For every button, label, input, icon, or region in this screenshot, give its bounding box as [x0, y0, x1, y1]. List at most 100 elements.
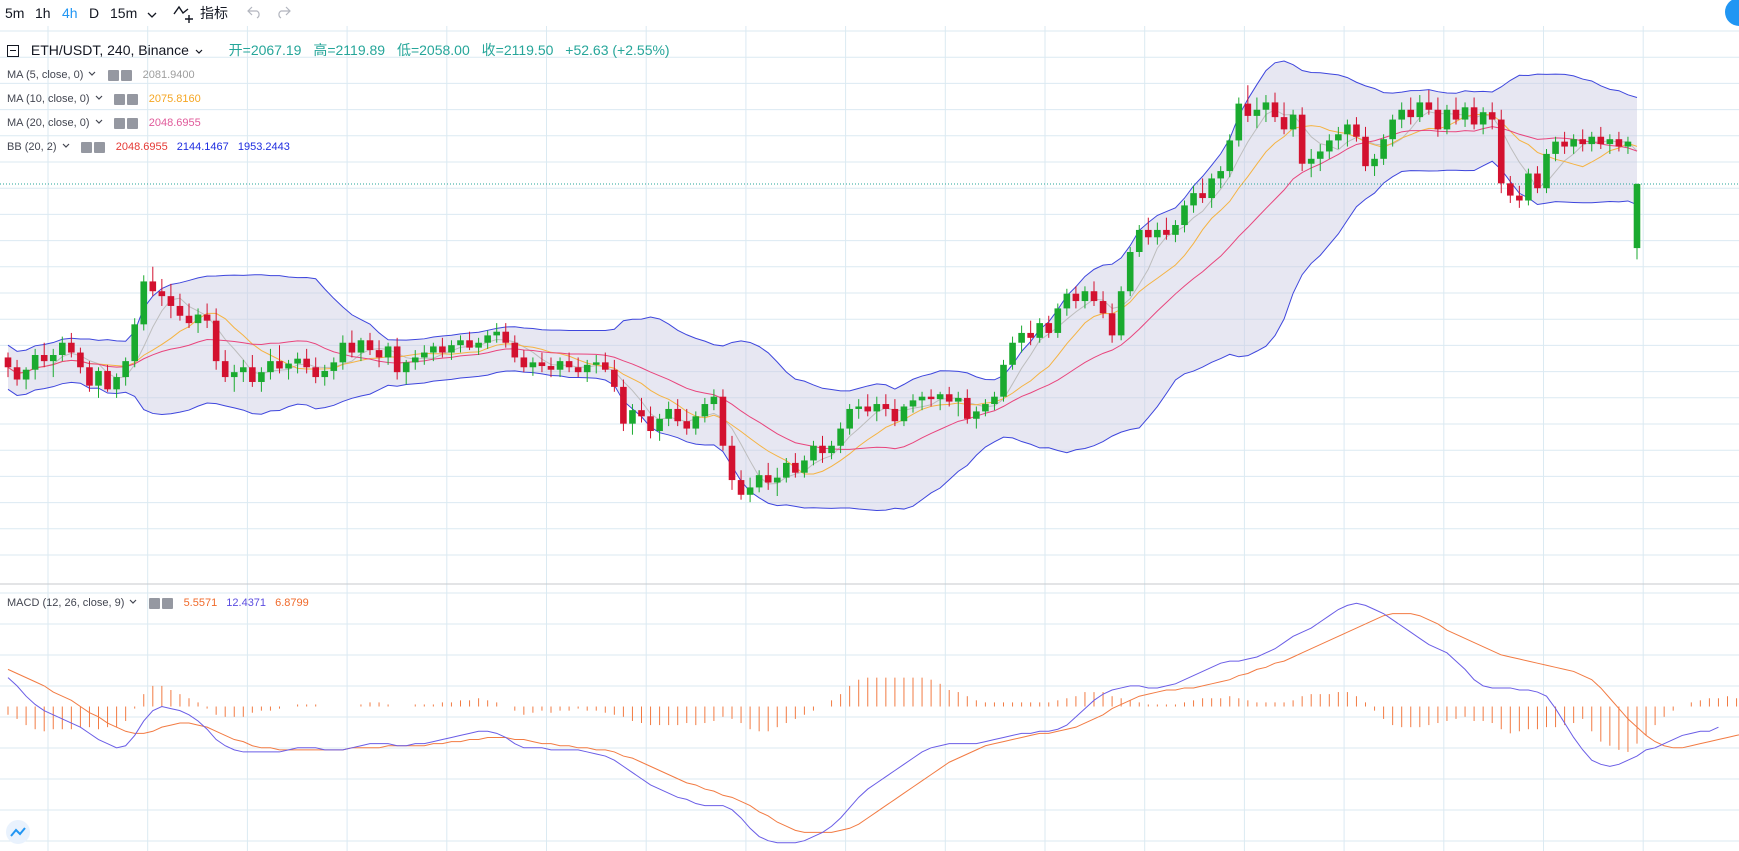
candle-body: [1298, 114, 1306, 164]
candle-body: [683, 421, 691, 429]
candle-body: [692, 416, 700, 429]
candle-body: [1190, 193, 1197, 206]
macd-label[interactable]: MACD (12, 26, close, 9): [7, 597, 125, 609]
candle-body: [728, 445, 736, 481]
settings-icon[interactable]: [80, 141, 92, 153]
chevron-down-icon[interactable]: [62, 140, 70, 154]
candle-body: [321, 370, 329, 378]
candle-body: [710, 396, 718, 405]
candle-body: [22, 369, 30, 380]
candle-body: [828, 445, 835, 454]
settings-icon[interactable]: [148, 597, 160, 609]
candle-body: [556, 361, 564, 370]
candle-body: [140, 281, 148, 325]
candle-body: [1054, 308, 1062, 333]
candle-body: [167, 296, 175, 306]
candle-body: [927, 396, 935, 400]
bb-upper-value: 2144.1467: [176, 141, 229, 153]
candle-body: [1027, 332, 1034, 338]
high-value: 高=2119.89: [313, 42, 386, 58]
ma5-legend: MA (5, close, 0) 2081.9400: [7, 68, 195, 82]
close-icon[interactable]: [93, 141, 105, 153]
collapse-legend-icon[interactable]: [7, 45, 19, 58]
candle-body: [764, 475, 772, 483]
candle-body: [855, 406, 862, 409]
ma20-legend: MA (20, close, 0) 2048.6955: [7, 116, 201, 130]
indicators-button[interactable]: 指标: [200, 5, 228, 21]
candle-body: [484, 335, 491, 343]
chevron-down-icon[interactable]: [95, 92, 103, 106]
candle-body: [1208, 178, 1215, 199]
candle-body: [1552, 141, 1559, 154]
interval-d[interactable]: D: [89, 5, 100, 21]
indicators-icon[interactable]: [173, 3, 195, 28]
candle-body: [1117, 291, 1125, 336]
candle-body: [656, 418, 663, 432]
candle-body: [1226, 140, 1234, 172]
candle-body: [457, 340, 464, 346]
close-icon[interactable]: [120, 69, 132, 81]
candle-body: [285, 363, 292, 369]
candle-body: [267, 361, 274, 373]
symbol-label[interactable]: ETH/USDT, 240, Binance: [30, 42, 189, 58]
tradingview-logo-icon[interactable]: [6, 820, 30, 844]
candle-body: [1579, 139, 1586, 145]
bb-upper-line: [7, 60, 1638, 392]
bb-label[interactable]: BB (20, 2): [7, 141, 57, 153]
interval-4h[interactable]: 4h: [62, 5, 78, 21]
ma10-label[interactable]: MA (10, close, 0): [7, 93, 90, 105]
close-icon[interactable]: [161, 597, 173, 609]
candle-body: [1452, 109, 1460, 120]
chevron-down-icon[interactable]: [129, 596, 137, 610]
macd-histogram: [7, 677, 1738, 752]
macd-signal-value: 6.8799: [275, 597, 309, 609]
candle-body: [40, 355, 48, 362]
candle-body: [1525, 173, 1532, 201]
candle-body: [240, 367, 247, 373]
candle-body: [1000, 364, 1007, 397]
redo-icon[interactable]: [275, 5, 291, 24]
interval-5m[interactable]: 5m: [5, 5, 25, 21]
chevron-down-icon[interactable]: [95, 116, 103, 130]
candle-body: [402, 362, 410, 373]
chevron-down-icon[interactable]: [88, 68, 96, 82]
candle-body: [1425, 102, 1433, 110]
candle-body: [565, 361, 573, 368]
close-icon[interactable]: [126, 93, 138, 105]
candle-body: [583, 364, 591, 373]
ma5-label[interactable]: MA (5, close, 0): [7, 69, 84, 81]
candle-body: [520, 357, 528, 368]
candle-body: [194, 314, 202, 324]
interval-15m[interactable]: 15m: [110, 5, 138, 21]
candle-body: [792, 462, 799, 473]
ma20-label[interactable]: MA (20, close, 0): [7, 117, 90, 129]
candle-body: [466, 340, 473, 348]
candle-body: [475, 342, 482, 348]
candle-body: [755, 475, 763, 488]
candle-body: [1470, 107, 1478, 125]
candle-body: [1235, 103, 1243, 141]
candle-body: [945, 394, 953, 402]
candle-body: [837, 428, 844, 446]
close-icon[interactable]: [126, 117, 138, 129]
candle-body: [900, 406, 908, 422]
chevron-down-icon[interactable]: [195, 42, 203, 60]
candle-body: [230, 372, 238, 378]
macd-line: [7, 602, 1719, 844]
candle-body: [1389, 119, 1396, 140]
candle-body: [638, 410, 645, 417]
candle-body: [1543, 153, 1550, 189]
settings-icon[interactable]: [113, 93, 125, 105]
undo-icon[interactable]: [247, 5, 263, 24]
candle-body: [212, 320, 220, 362]
candle-body: [529, 362, 537, 368]
candle-body: [448, 345, 455, 353]
candle-body: [783, 462, 790, 478]
chart-canvas[interactable]: [0, 26, 1739, 851]
interval-1h[interactable]: 1h: [35, 5, 51, 21]
candle-body: [59, 342, 66, 355]
chevron-down-icon[interactable]: [147, 7, 157, 25]
settings-icon[interactable]: [107, 69, 119, 81]
settings-icon[interactable]: [113, 117, 125, 129]
corner-badge-icon[interactable]: [1725, 0, 1739, 26]
